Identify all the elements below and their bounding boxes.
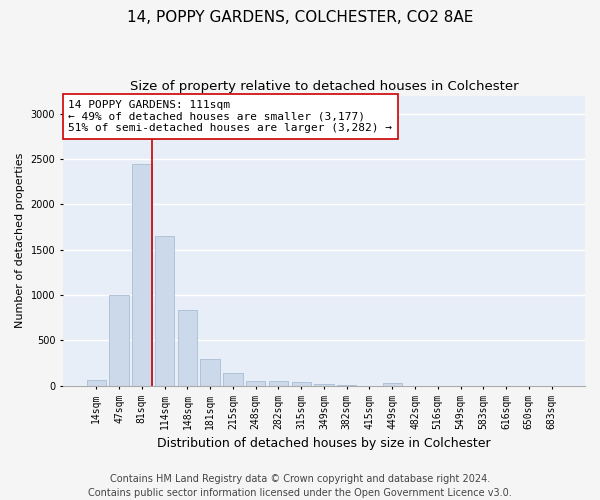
Bar — [178, 310, 197, 386]
Bar — [132, 164, 152, 386]
X-axis label: Distribution of detached houses by size in Colchester: Distribution of detached houses by size … — [157, 437, 491, 450]
Bar — [246, 381, 265, 386]
Bar — [86, 380, 106, 386]
Bar — [155, 236, 175, 386]
Title: Size of property relative to detached houses in Colchester: Size of property relative to detached ho… — [130, 80, 518, 93]
Bar — [200, 358, 220, 386]
Text: 14, POPPY GARDENS, COLCHESTER, CO2 8AE: 14, POPPY GARDENS, COLCHESTER, CO2 8AE — [127, 10, 473, 25]
Text: 14 POPPY GARDENS: 111sqm
← 49% of detached houses are smaller (3,177)
51% of sem: 14 POPPY GARDENS: 111sqm ← 49% of detach… — [68, 100, 392, 133]
Y-axis label: Number of detached properties: Number of detached properties — [15, 153, 25, 328]
Bar — [383, 383, 402, 386]
Bar — [223, 372, 242, 386]
Bar — [292, 382, 311, 386]
Bar — [109, 295, 129, 386]
Bar — [269, 381, 288, 386]
Bar — [314, 384, 334, 386]
Text: Contains HM Land Registry data © Crown copyright and database right 2024.
Contai: Contains HM Land Registry data © Crown c… — [88, 474, 512, 498]
